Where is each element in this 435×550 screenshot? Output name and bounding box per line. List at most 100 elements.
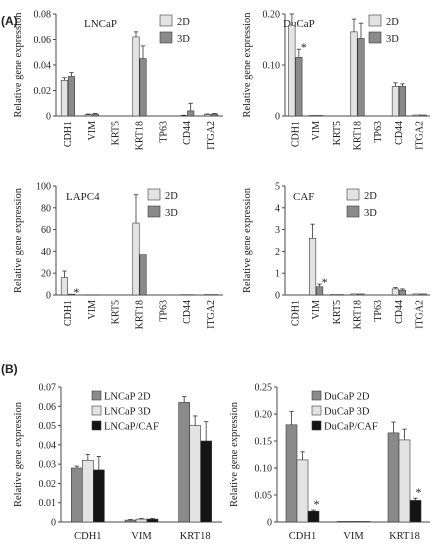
- bar-ducap-2d-krt18: [387, 432, 400, 523]
- x-tick-label-vim: VIM: [131, 531, 152, 542]
- bar-2d-cdh1: [60, 80, 68, 117]
- x-tick-label-cdh1: CDH1: [289, 531, 316, 542]
- bar-3d-krt18: [139, 58, 147, 117]
- x-tick-label-krt5: KRT5: [111, 121, 122, 145]
- y-tick-label: 0.06: [39, 402, 57, 413]
- x-tick-label-cd44: CD44: [394, 300, 405, 324]
- legend-swatch-2d: [368, 14, 382, 27]
- bar-2d-vim: [309, 115, 317, 117]
- x-tick-label-tp63: TP63: [158, 121, 169, 143]
- legend-swatch-2d: [147, 188, 161, 201]
- bar-2d-cd44: [391, 86, 399, 117]
- bar-2d-itga2: [412, 293, 420, 296]
- x-tick-label-cdh1: CDH1: [63, 121, 74, 147]
- y-tick-label: 0.15: [255, 437, 273, 448]
- x-tick-label-vim: VIM: [343, 531, 364, 542]
- legend-label-3d: 3D: [177, 34, 190, 45]
- legend-label-3d: 3D: [364, 208, 377, 219]
- legend-swatch-2d: [159, 14, 173, 27]
- legend-swatch-ducap-caf: [311, 420, 322, 431]
- bar-lncap-caf-cdh1: [93, 469, 105, 523]
- bar-2d-krt18: [132, 36, 140, 117]
- y-tick-label: 0.10: [255, 464, 273, 475]
- bar-3d-cdh1: [67, 293, 75, 296]
- significance-star: *: [322, 275, 328, 289]
- legend-label-2d: 2D: [177, 17, 190, 28]
- legend-label-3d: 3D: [165, 208, 178, 219]
- bar-3d-krt18: [139, 254, 147, 296]
- y-tick-label: 3: [275, 225, 280, 236]
- x-tick-label-krt5: KRT5: [111, 300, 122, 324]
- bar-2d-cd44: [391, 288, 399, 296]
- bar-ducap-2d-cdh1: [285, 424, 298, 523]
- legend-label-2d: 2D: [364, 191, 377, 202]
- x-tick-label-krt5: KRT5: [332, 121, 343, 145]
- x-tick-label-vim: VIM: [87, 300, 98, 320]
- legend-swatch-ducap-2d: [311, 390, 322, 401]
- legend-swatch-lncap-2d: [91, 390, 102, 401]
- y-tick-label: 5: [275, 182, 280, 193]
- y-tick-label: 0.02: [34, 86, 52, 97]
- legend-label-lncap-caf: LNCaP/CAF: [104, 422, 159, 433]
- y-tick-label: 60: [41, 225, 51, 236]
- y-axis-title: Relative gene expression: [13, 187, 24, 293]
- bar-ducap-caf-vim: [358, 521, 371, 523]
- bar-2d-krt18: [132, 222, 140, 296]
- bar-ducap-caf-krt18: [409, 500, 422, 523]
- y-tick-label: 0.10: [263, 61, 281, 72]
- bar-ducap-2d-vim: [336, 521, 349, 523]
- bar-ducap-3d-vim: [347, 521, 360, 523]
- legend-swatch-2d: [346, 188, 360, 201]
- legend-swatch-lncap-3d: [91, 405, 102, 416]
- legend-swatch-ducap-3d: [311, 405, 322, 416]
- x-tick-label-cdh1: CDH1: [74, 531, 101, 542]
- y-tick-label: 0: [46, 112, 51, 123]
- y-tick-label: 0.04: [34, 61, 52, 72]
- x-tick-label-krt18: KRT18: [135, 300, 146, 329]
- bar-3d-vim: [316, 115, 324, 117]
- y-axis-title: Relative gene expression: [229, 401, 240, 507]
- bar-lncap-caf-vim: [146, 518, 159, 523]
- legend-swatch-3d: [147, 205, 161, 218]
- bar-2d-vim: [309, 238, 317, 296]
- bar-ducap-caf-cdh1: [307, 510, 320, 523]
- x-tick-label-vim: VIM: [311, 300, 322, 320]
- y-tick-label: 0.25: [255, 383, 273, 394]
- bar-3d-cdh1: [67, 76, 75, 117]
- y-tick-label: 0: [267, 518, 272, 529]
- legend-label-2d: 2D: [386, 17, 399, 28]
- significance-star: *: [73, 285, 79, 299]
- bar-lncap-3d-krt18: [189, 425, 201, 523]
- bar-2d-itga2: [204, 114, 212, 117]
- y-tick-label: 0.02: [39, 479, 57, 490]
- panel-label-b: (B): [1, 362, 18, 376]
- chart-title: CAF: [293, 191, 314, 203]
- chart-lapc4: 0 20 40 60 80 100 Relative gene expression LAPC…: [13, 182, 223, 329]
- legend-label-3d: 3D: [386, 34, 399, 45]
- bar-3d-krt18: [357, 293, 365, 296]
- bar-lncap-3d-vim: [135, 518, 148, 523]
- y-axis-title: Relative gene expression: [242, 187, 253, 293]
- x-tick-label-itga2: ITGA2: [415, 121, 426, 150]
- x-tick-label-cd44: CD44: [394, 121, 405, 145]
- bar-lncap-2d-vim: [124, 519, 137, 523]
- y-tick-label: 0: [275, 112, 280, 123]
- bar-ducap-3d-krt18: [398, 439, 411, 523]
- bar-2d-krt18: [350, 293, 358, 296]
- chart-title: LNCaP: [84, 18, 117, 30]
- legend-swatch-3d: [159, 31, 173, 44]
- x-tick-label-cdh1: CDH1: [63, 300, 74, 326]
- x-tick-label-vim: VIM: [87, 121, 98, 141]
- bar-2d-cdh1: [288, 24, 296, 117]
- bar-2d-vim: [84, 114, 92, 117]
- significance-star: *: [301, 40, 307, 54]
- legend-label-lncap-2d: LNCaP 2D: [104, 392, 151, 403]
- bar-lncap-3d-cdh1: [82, 459, 94, 523]
- x-tick-label-tp63: TP63: [158, 300, 169, 322]
- bar-2d-cdh1: [60, 277, 68, 296]
- bar-3d-itga2: [419, 114, 427, 117]
- y-tick-label: 0.04: [39, 440, 57, 451]
- legend-label-ducap-2d: DuCaP 2D: [324, 392, 370, 403]
- bar-3d-itga2: [211, 113, 219, 117]
- chart-ducap-coculture: 0 0.05 0.10 0.15 0.20 0.25 Relative gene expre…: [229, 383, 430, 542]
